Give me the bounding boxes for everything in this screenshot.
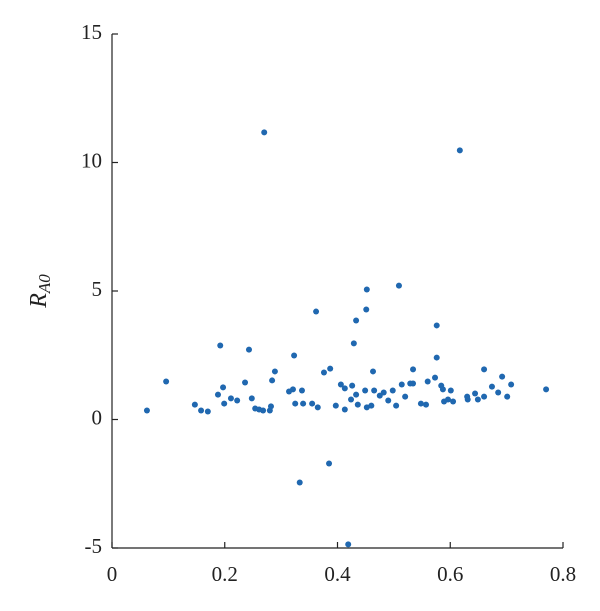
point <box>389 387 396 394</box>
point <box>320 369 327 376</box>
y-label-sub: A0 <box>35 274 54 294</box>
point <box>198 407 205 414</box>
point <box>402 393 409 400</box>
point <box>296 479 303 486</box>
point <box>432 374 439 381</box>
point <box>291 352 298 359</box>
point <box>267 403 274 410</box>
point <box>543 386 550 393</box>
x-tick-label: 0 <box>107 562 118 586</box>
point <box>450 398 457 405</box>
point <box>363 306 370 313</box>
x-tick-label: 0.8 <box>550 562 576 586</box>
point <box>481 366 488 373</box>
point <box>327 365 334 372</box>
point <box>456 147 463 154</box>
point <box>385 397 392 404</box>
point <box>234 397 241 404</box>
point <box>354 401 361 408</box>
y-tick-label: 10 <box>81 148 102 172</box>
point <box>380 389 387 396</box>
point <box>504 393 511 400</box>
point <box>309 400 316 407</box>
point <box>474 396 481 403</box>
point <box>298 387 305 394</box>
point <box>204 408 211 415</box>
point <box>163 378 170 385</box>
point <box>341 406 348 413</box>
point <box>313 308 320 315</box>
point <box>326 460 333 467</box>
point <box>292 400 299 407</box>
point <box>345 541 352 548</box>
point <box>248 395 255 402</box>
point <box>348 396 355 403</box>
point <box>214 391 221 398</box>
point <box>447 387 454 394</box>
point <box>217 342 224 349</box>
point <box>353 391 360 398</box>
point <box>220 384 227 391</box>
x-tick-label: 0.4 <box>324 562 351 586</box>
point <box>362 387 369 394</box>
point <box>269 377 276 384</box>
point <box>363 404 370 411</box>
y-tick-label: 15 <box>81 20 102 44</box>
point <box>332 402 339 409</box>
point <box>363 286 370 293</box>
point <box>260 407 267 414</box>
point <box>370 368 377 375</box>
point <box>353 317 360 324</box>
point <box>393 402 400 409</box>
point <box>444 396 451 403</box>
point <box>417 400 424 407</box>
point <box>242 379 249 386</box>
point <box>341 385 348 392</box>
point <box>191 401 198 408</box>
point <box>464 396 471 403</box>
point <box>508 381 515 388</box>
point <box>398 381 405 388</box>
y-tick-label: 0 <box>92 405 103 429</box>
point <box>439 386 446 393</box>
point <box>495 389 502 396</box>
point <box>433 354 440 361</box>
point <box>481 393 488 400</box>
point <box>350 340 357 347</box>
point <box>143 407 150 414</box>
y-axis-label: RA0 <box>26 274 54 309</box>
point <box>499 373 506 380</box>
point <box>300 400 307 407</box>
point <box>221 400 228 407</box>
point <box>289 386 296 393</box>
point <box>371 387 378 394</box>
point <box>472 390 479 397</box>
point <box>433 322 440 329</box>
point <box>424 378 431 385</box>
y-label-base: R <box>26 293 52 309</box>
point <box>423 401 430 408</box>
point <box>368 402 375 409</box>
x-tick-label: 0.2 <box>212 562 238 586</box>
y-tick-label: -5 <box>85 534 103 558</box>
point <box>337 381 344 388</box>
point <box>395 282 402 289</box>
point <box>410 366 417 373</box>
point <box>245 346 252 353</box>
point <box>488 383 495 390</box>
y-tick-label: 5 <box>92 277 103 301</box>
point <box>261 129 268 136</box>
point <box>349 382 356 389</box>
point <box>271 368 278 375</box>
point <box>314 404 321 411</box>
point <box>410 380 417 387</box>
point <box>227 395 234 402</box>
x-tick-label: 0.6 <box>437 562 463 586</box>
